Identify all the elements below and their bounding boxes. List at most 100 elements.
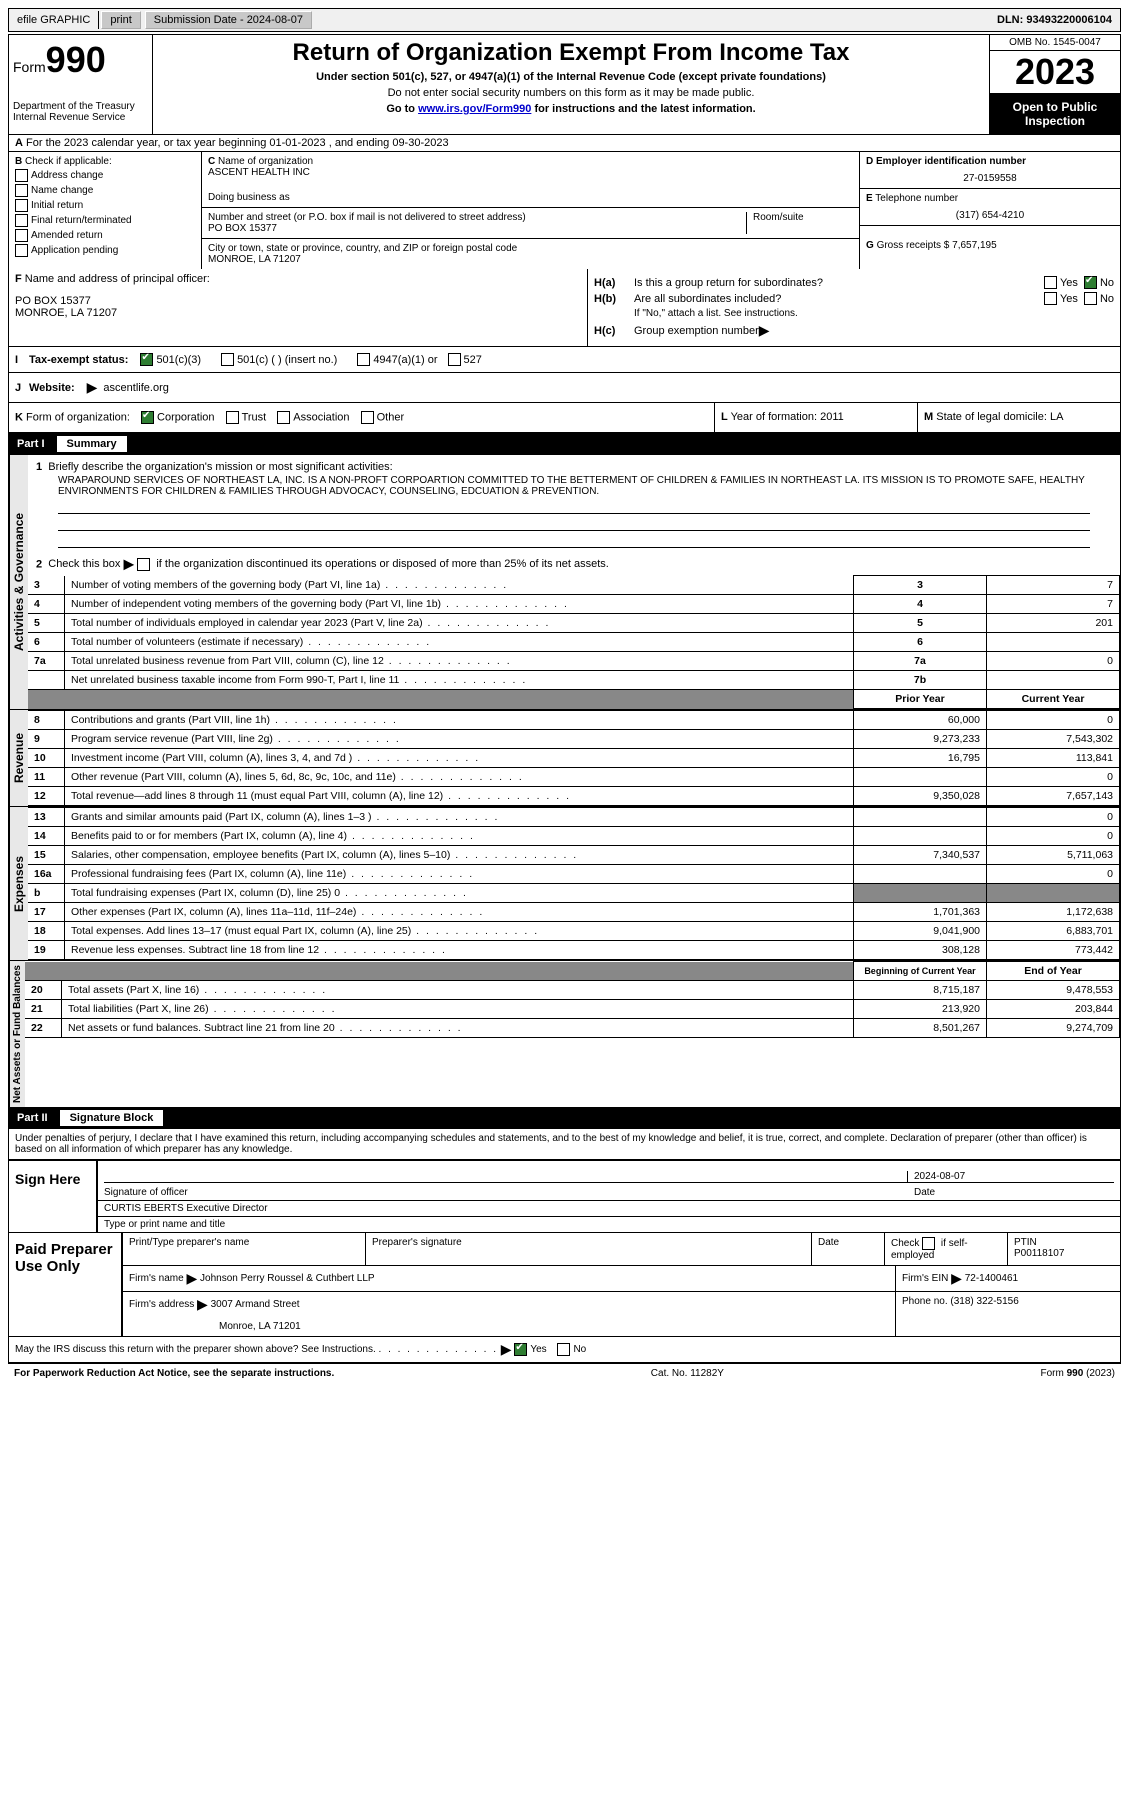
table-row: 6 Total number of volunteers (estimate i… <box>28 633 1120 652</box>
cb-ha-no[interactable] <box>1084 276 1097 289</box>
firm-addr-label: Firm's address <box>129 1299 194 1310</box>
top-toolbar: efile GRAPHIC print Submission Date - 20… <box>8 8 1121 32</box>
cb-amended-return[interactable] <box>15 229 28 242</box>
form-container: Form990 Department of the Treasury Inter… <box>8 34 1121 1363</box>
cb-501c3[interactable] <box>140 353 153 366</box>
hb-yes: Yes <box>1060 293 1078 305</box>
print-button[interactable]: print <box>101 11 140 29</box>
body-grid: B Check if applicable: Address change Na… <box>9 152 1120 269</box>
part1-num: Part I <box>17 438 53 450</box>
type-name-label: Type or print name and title <box>98 1217 1120 1232</box>
officer-name: CURTIS EBERTS Executive Director <box>98 1200 1120 1217</box>
addr-value: PO BOX 15377 <box>208 223 277 234</box>
letter-i: I <box>15 354 29 366</box>
cb-initial-return[interactable] <box>15 199 28 212</box>
table-row: 14 Benefits paid to or for members (Part… <box>28 827 1120 846</box>
table-row: 13 Grants and similar amounts paid (Part… <box>28 808 1120 827</box>
vert-netassets: Net Assets or Fund Balances <box>9 961 25 1107</box>
part2-title: Signature Block <box>60 1110 164 1126</box>
mission-text: WRAPAROUND SERVICES OF NORTHEAST LA, INC… <box>28 475 1120 497</box>
underline <box>58 533 1090 548</box>
netassets-section: Net Assets or Fund Balances Beginning of… <box>9 960 1120 1107</box>
discuss-yes: Yes <box>530 1344 546 1355</box>
netassets-table: Beginning of Current Year End of Year20 … <box>25 961 1120 1038</box>
cb-other[interactable] <box>361 411 374 424</box>
cb-name-change[interactable] <box>15 184 28 197</box>
column-d: D Employer identification number 27-0159… <box>859 152 1120 269</box>
submission-date-button[interactable]: Submission Date - 2024-08-07 <box>145 11 312 29</box>
ein-value: 27-0159558 <box>866 173 1114 184</box>
cb-trust[interactable] <box>226 411 239 424</box>
dln-label: DLN: 93493220006104 <box>989 11 1120 29</box>
line-i: I Tax-exempt status: 501(c)(3) 501(c) ( … <box>9 347 1120 373</box>
dept-label: Department of the Treasury <box>13 101 148 112</box>
cb-527[interactable] <box>448 353 461 366</box>
org-name: ASCENT HEALTH INC <box>208 167 310 178</box>
revenue-table: 8 Contributions and grants (Part VIII, l… <box>28 710 1120 806</box>
header-center: Return of Organization Exempt From Incom… <box>153 35 990 134</box>
cb-hb-no[interactable] <box>1084 292 1097 305</box>
cb-501c[interactable] <box>221 353 234 366</box>
letter-j: J <box>15 382 29 394</box>
dba-label: Doing business as <box>208 192 853 203</box>
cb-4947[interactable] <box>357 353 370 366</box>
letter-k: K <box>15 411 23 423</box>
letter-a: A <box>15 137 23 149</box>
efile-label: efile GRAPHIC <box>9 11 99 29</box>
line-k: K Form of organization: Corporation Trus… <box>9 403 1120 433</box>
addr-label: Number and street (or P.O. box if mail i… <box>208 212 526 223</box>
website-label: Website: <box>29 382 75 394</box>
cb-final-return[interactable] <box>15 214 28 227</box>
firm-phone: (318) 322-5156 <box>950 1296 1018 1307</box>
line-j: J Website: ▶ ascentlife.org <box>9 373 1120 403</box>
cb-discontinued[interactable] <box>137 558 150 571</box>
cb-ha-yes[interactable] <box>1044 276 1057 289</box>
sign-date-label: Date <box>914 1187 1114 1198</box>
sign-date-value: 2024-08-07 <box>907 1171 1114 1183</box>
vert-governance: Activities & Governance <box>9 455 28 709</box>
cb-self-employed[interactable] <box>922 1237 935 1250</box>
ein-label: Employer identification number <box>876 156 1026 167</box>
cb-application-pending[interactable] <box>15 244 28 257</box>
cb-discuss-no[interactable] <box>557 1343 570 1356</box>
firm-ein: 72-1400461 <box>965 1273 1018 1284</box>
table-row: 5 Total number of individuals employed i… <box>28 614 1120 633</box>
cb-discuss-yes[interactable] <box>514 1343 527 1356</box>
hb-no: No <box>1100 293 1114 305</box>
part2-header: Part II Signature Block <box>9 1107 1120 1129</box>
table-row: 18 Total expenses. Add lines 13–17 (must… <box>28 922 1120 941</box>
table-row: 20 Total assets (Part X, line 16) 8,715,… <box>25 981 1120 1000</box>
opt-name-change: Name change <box>31 185 93 196</box>
firm-ein-label: Firm's EIN <box>902 1273 948 1284</box>
header-left: Form990 Department of the Treasury Inter… <box>9 35 153 134</box>
expenses-table: 13 Grants and similar amounts paid (Part… <box>28 807 1120 960</box>
org-name-label: Name of organization <box>218 156 313 167</box>
cb-hb-yes[interactable] <box>1044 292 1057 305</box>
opt-501c3: 501(c)(3) <box>156 354 201 366</box>
opt-final-return: Final return/terminated <box>31 215 132 226</box>
header-right: OMB No. 1545-0047 2023 Open to Public In… <box>990 35 1120 134</box>
table-row: 17 Other expenses (Part IX, column (A), … <box>28 903 1120 922</box>
cb-address-change[interactable] <box>15 169 28 182</box>
letter-f: F <box>15 273 22 285</box>
mission-label: Briefly describe the organization's miss… <box>48 461 392 473</box>
discuss-text: May the IRS discuss this return with the… <box>15 1344 376 1355</box>
footer-left: For Paperwork Reduction Act Notice, see … <box>14 1368 334 1379</box>
cb-association[interactable] <box>277 411 290 424</box>
line-f: F Name and address of principal officer:… <box>9 269 587 346</box>
governance-table: 3 Number of voting members of the govern… <box>28 575 1120 709</box>
instructions-link[interactable]: www.irs.gov/Form990 <box>418 103 531 115</box>
ptin-value: P00118107 <box>1014 1248 1064 1259</box>
ssn-warning: Do not enter social security numbers on … <box>161 87 981 99</box>
cb-corporation[interactable] <box>141 411 154 424</box>
table-row: 3 Number of voting members of the govern… <box>28 576 1120 595</box>
hb-note: If "No," attach a list. See instructions… <box>594 308 1114 319</box>
table-row: 8 Contributions and grants (Part VIII, l… <box>28 711 1120 730</box>
officer-addr1: PO BOX 15377 <box>15 295 581 307</box>
expenses-section: Expenses 13 Grants and similar amounts p… <box>9 806 1120 960</box>
vert-expenses: Expenses <box>9 807 28 960</box>
perjury-statement: Under penalties of perjury, I declare th… <box>9 1129 1120 1159</box>
form-title: Return of Organization Exempt From Incom… <box>161 39 981 67</box>
table-row: 22 Net assets or fund balances. Subtract… <box>25 1019 1120 1038</box>
sig-officer-label: Signature of officer <box>104 1187 914 1198</box>
